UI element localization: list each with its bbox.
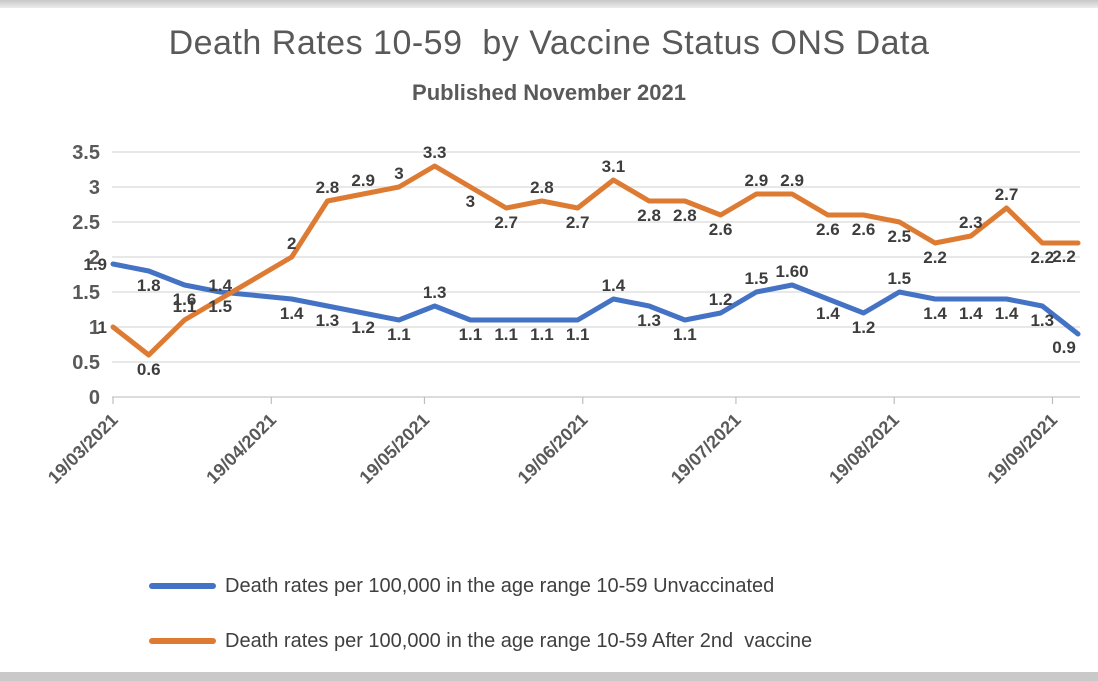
x-tick-label: 19/06/2021 <box>514 410 592 488</box>
data-label: 1.2 <box>351 318 375 337</box>
gridlines <box>112 151 1080 398</box>
data-label: 1.1 <box>494 325 518 344</box>
data-label: 1.4 <box>208 276 232 295</box>
data-label: 2.7 <box>566 213 590 232</box>
data-label: 2.2 <box>1052 247 1076 266</box>
data-label: 1.1 <box>530 325 554 344</box>
data-label: 3.1 <box>602 157 626 176</box>
data-label: 2.6 <box>816 220 840 239</box>
data-label: 1.1 <box>673 325 697 344</box>
y-tick-label: 3.5 <box>72 142 100 164</box>
legend-item-after-2nd-vaccine: Death rates per 100,000 in the age range… <box>149 628 812 654</box>
y-tick-label: 3 <box>89 177 100 199</box>
x-tick-label: 19/04/2021 <box>202 410 280 488</box>
y-axis: 0 0.5 1 1.5 2 2.5 3 3.5 <box>72 142 100 409</box>
data-label: 1 <box>98 318 107 337</box>
data-label: 2.6 <box>852 220 876 239</box>
data-label: 1.4 <box>280 304 304 323</box>
data-labels-unvaccinated: 1.9 1.8 1.6 1.5 1.4 1.3 1.2 1.1 1.3 1.1 1.1 1.1 1.1 1… <box>83 255 1075 357</box>
data-label: 1.3 <box>1030 311 1054 330</box>
data-label: 2.8 <box>316 178 340 197</box>
y-tick-label: 0 <box>89 387 100 409</box>
after-2nd-vaccine-line-swatch <box>149 638 216 644</box>
data-label: 1.4 <box>602 276 626 295</box>
data-label: 1.3 <box>423 283 447 302</box>
y-tick-label: 2 <box>89 247 100 269</box>
data-label: 0.6 <box>137 360 161 379</box>
data-label: 1.1 <box>173 297 197 316</box>
legend-label-unvaccinated: Death rates per 100,000 in the age range… <box>225 574 775 597</box>
data-label: 1.3 <box>316 311 340 330</box>
data-label: 1.8 <box>137 276 161 295</box>
series-line-after-2nd-vaccine <box>110 163 1081 358</box>
series-line-unvaccinated <box>110 261 1081 337</box>
data-label: 2.7 <box>995 185 1019 204</box>
y-tick-label: 0.5 <box>72 352 100 374</box>
x-tick-label: 19/08/2021 <box>825 410 903 488</box>
data-label: 2.6 <box>709 220 733 239</box>
y-tick-label: 2.5 <box>72 212 100 234</box>
x-tick-label: 19/07/2021 <box>667 410 745 488</box>
data-label: 1.4 <box>923 304 947 323</box>
data-label: 3.3 <box>423 143 447 162</box>
data-label: 2.2 <box>923 248 947 267</box>
data-label: 1.4 <box>816 304 840 323</box>
x-tick-label: 19/03/2021 <box>44 410 122 488</box>
top-gray-strip <box>0 0 1098 8</box>
data-label: 1.4 <box>959 304 983 323</box>
data-label: 2 <box>287 234 296 253</box>
data-label: 1.2 <box>709 290 733 309</box>
chart-subtitle: Published November 2021 <box>412 80 686 105</box>
legend-label-after-2nd-vaccine: Death rates per 100,000 in the age range… <box>225 629 813 652</box>
data-label: 2.8 <box>637 206 661 225</box>
data-label: 1.4 <box>995 304 1019 323</box>
data-label: 2.3 <box>959 213 983 232</box>
data-label: 2.5 <box>888 227 912 246</box>
data-label: 2.9 <box>745 171 769 190</box>
data-label: 2.7 <box>494 213 518 232</box>
data-label: 1.1 <box>387 325 411 344</box>
data-label: 2.2 <box>1030 248 1054 267</box>
data-label: 0.9 <box>1052 338 1076 357</box>
chart-title: Death Rates 10-59 by Vaccine Status ONS … <box>168 24 930 62</box>
data-label: 2.9 <box>351 171 375 190</box>
x-tick-label: 19/09/2021 <box>983 410 1061 488</box>
x-axis: 19/03/2021 19/04/2021 19/05/2021 19/06/2021… <box>44 397 1061 488</box>
data-label: 1.9 <box>83 255 107 274</box>
data-label: 3 <box>466 192 475 211</box>
x-tick-label: 19/05/2021 <box>355 410 433 488</box>
bottom-gray-strip <box>0 672 1098 681</box>
data-label: 1.5 <box>208 297 232 316</box>
data-label: 1.2 <box>852 318 876 337</box>
y-tick-label: 1.5 <box>72 282 100 304</box>
data-label: 1.6 <box>173 290 197 309</box>
data-label: 1.1 <box>566 325 590 344</box>
unvaccinated-line-swatch <box>149 583 216 589</box>
data-label: 2.8 <box>673 206 697 225</box>
data-label: 1.5 <box>745 269 769 288</box>
data-label: 2.9 <box>780 171 804 190</box>
y-tick-label: 1 <box>89 317 100 339</box>
data-label: 1.3 <box>637 311 661 330</box>
data-label: 1.1 <box>459 325 483 344</box>
data-label: 1.5 <box>888 269 912 288</box>
data-label: 3 <box>394 164 403 183</box>
data-label: 1.60 <box>776 262 809 281</box>
data-labels-after-2nd-vaccine: 1 0.6 1.1 1.4 2 2.8 2.9 3 3.3 3 2.7 2.8 2.7 3.1 2.8 2.8… <box>98 143 1076 379</box>
data-label: 2.8 <box>530 178 554 197</box>
legend-item-unvaccinated: Death rates per 100,000 in the age range… <box>149 573 774 599</box>
